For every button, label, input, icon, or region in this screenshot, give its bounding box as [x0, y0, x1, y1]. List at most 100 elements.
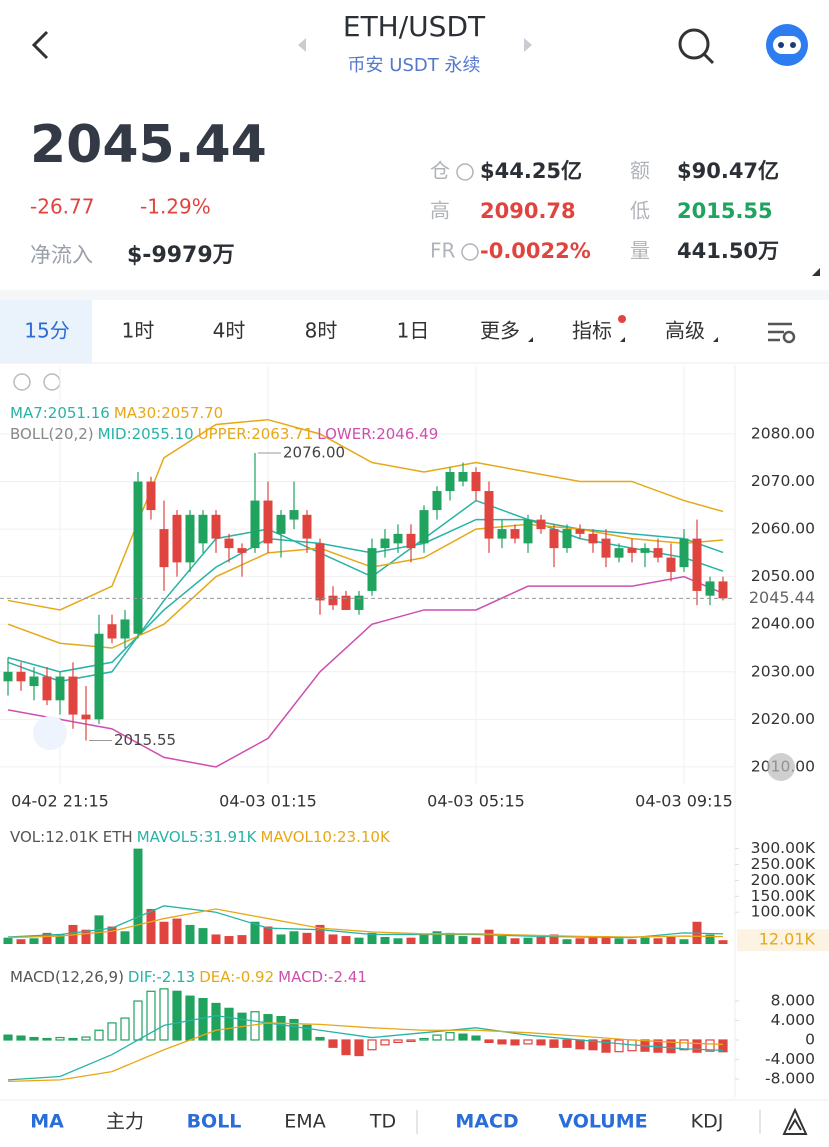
macd-bar	[146, 990, 156, 1041]
prev-arrow[interactable]	[298, 38, 306, 52]
timeframe-tab[interactable]: 1时	[122, 319, 155, 343]
legend-indicator: VOL:12.01K ETH	[10, 828, 133, 846]
timeframe-tab[interactable]: 更多	[480, 319, 520, 343]
stat-value: $44.25亿	[480, 159, 582, 183]
timeframe-tab[interactable]: 4时	[213, 319, 246, 343]
macd-bar	[536, 1039, 546, 1046]
timeframe-tabs: 15分 1时 4时 8时 1日 更多 指标 高级	[0, 300, 718, 363]
y-tick-label: 150.00K	[751, 887, 816, 905]
candle-body	[419, 510, 429, 544]
indicator-tab[interactable]: EMA	[284, 1111, 325, 1133]
collapse-icon[interactable]	[13, 373, 31, 391]
macd-bar	[81, 1036, 91, 1041]
volume-bar	[445, 932, 455, 944]
macd-bar	[380, 1039, 390, 1046]
indicator-tab[interactable]: MACD	[455, 1111, 518, 1133]
volume-bar	[393, 938, 403, 944]
volume-bar	[172, 918, 182, 944]
expand-button[interactable]	[33, 716, 67, 750]
legend-indicator: MACD(12,26,9)	[10, 968, 124, 986]
indicator-tab[interactable]: TD	[369, 1111, 396, 1133]
candle-body	[133, 481, 143, 634]
volume-bar	[588, 937, 598, 944]
macd-bar	[419, 1037, 429, 1041]
volume-tag-label: 12.01K	[759, 930, 816, 949]
macd-bar	[510, 1039, 520, 1046]
indicator-tab[interactable]: VOLUME	[558, 1111, 647, 1133]
candle-body	[640, 548, 650, 553]
timeframe-tab[interactable]: 1日	[397, 319, 430, 343]
macd-bar	[211, 1002, 221, 1041]
legend-entry: DEA:-0.92	[199, 968, 274, 986]
next-arrow[interactable]	[524, 38, 532, 52]
y-tick-label: 2030.00	[751, 662, 815, 680]
macd-bar	[471, 1035, 481, 1041]
x-tick-label: 04-02 21:15	[11, 792, 109, 811]
boll-legend: BOLL(20,2) MID:2055.10 UPPER:2063.71 LOWER:…	[10, 425, 438, 443]
price-change-pct: -1.29%	[140, 195, 211, 219]
chart-settings[interactable]	[768, 322, 796, 344]
volume-bar	[263, 926, 273, 944]
candle-body	[146, 481, 156, 511]
volume-bar	[601, 936, 611, 944]
y-tick-label: -4.000	[765, 1050, 815, 1068]
icon-gear	[782, 330, 796, 344]
avatar[interactable]	[766, 24, 808, 66]
info-icon	[461, 243, 479, 261]
volume-bar	[705, 934, 715, 944]
volume-bar	[484, 929, 494, 944]
macd-bar	[289, 1018, 299, 1041]
y-tick-label: 250.00K	[751, 855, 816, 873]
volume-bar	[653, 938, 663, 944]
expand-corner[interactable]	[812, 268, 820, 276]
legend-indicator: BOLL(20,2)	[10, 425, 94, 443]
indicator-tab[interactable]: KDJ	[691, 1111, 724, 1133]
y-tick-label: 0	[805, 1030, 815, 1048]
timeframe-tab[interactable]: 指标	[572, 319, 612, 343]
volume-bar	[198, 928, 208, 944]
candle-body	[380, 538, 390, 549]
legend-entry: MID:2055.10	[98, 425, 194, 443]
candle-body	[601, 538, 611, 558]
timeframe-tab[interactable]: 15分	[24, 319, 69, 343]
volume-bar	[42, 932, 52, 944]
candle-body	[432, 491, 442, 511]
candle-body	[354, 595, 364, 610]
dropdown-arrow	[620, 337, 625, 342]
timeframe-tab[interactable]: 高级	[665, 319, 705, 343]
candle-body	[237, 548, 247, 553]
draw-tool[interactable]	[782, 1107, 808, 1135]
avatar-eye	[778, 42, 784, 48]
candle-body	[523, 519, 533, 544]
candle-body	[510, 529, 520, 539]
candle-body	[16, 671, 26, 682]
ma-legend: MA7:2051.16 MA30:2057.70	[10, 404, 223, 422]
macd-bar	[679, 1039, 689, 1051]
scroll-button[interactable]	[767, 753, 795, 781]
volume-bar	[133, 848, 143, 944]
volume-bar	[237, 935, 247, 944]
x-tick-label: 04-03 05:15	[427, 792, 525, 811]
search-icon[interactable]	[678, 28, 715, 65]
macd-bar	[575, 1039, 585, 1050]
candle-body	[315, 543, 325, 601]
back-button[interactable]	[31, 30, 49, 60]
timeframe-tab[interactable]: 8时	[305, 319, 338, 343]
macd-bar	[588, 1039, 598, 1051]
indicator-tab[interactable]: 主力	[106, 1111, 144, 1133]
macd-bar	[302, 1024, 312, 1041]
macd-bar	[120, 1017, 130, 1041]
pair-subtitle[interactable]: 币安 USDT 永续	[348, 55, 481, 76]
indicator-tab[interactable]: MA	[30, 1111, 64, 1133]
volume-bar	[549, 934, 559, 944]
candle-body	[198, 514, 208, 544]
candle-body	[81, 714, 91, 720]
last-price-tag	[737, 587, 829, 610]
charts: 2080.00 2070.00 2060.00 2050.00 2040.00 2030.…	[0, 365, 829, 1087]
candle-body	[458, 472, 468, 482]
candle-body	[341, 595, 351, 610]
indicator-tab[interactable]: BOLL	[187, 1111, 242, 1133]
stat-label: FR	[430, 239, 456, 263]
macd-bar	[614, 1039, 624, 1053]
